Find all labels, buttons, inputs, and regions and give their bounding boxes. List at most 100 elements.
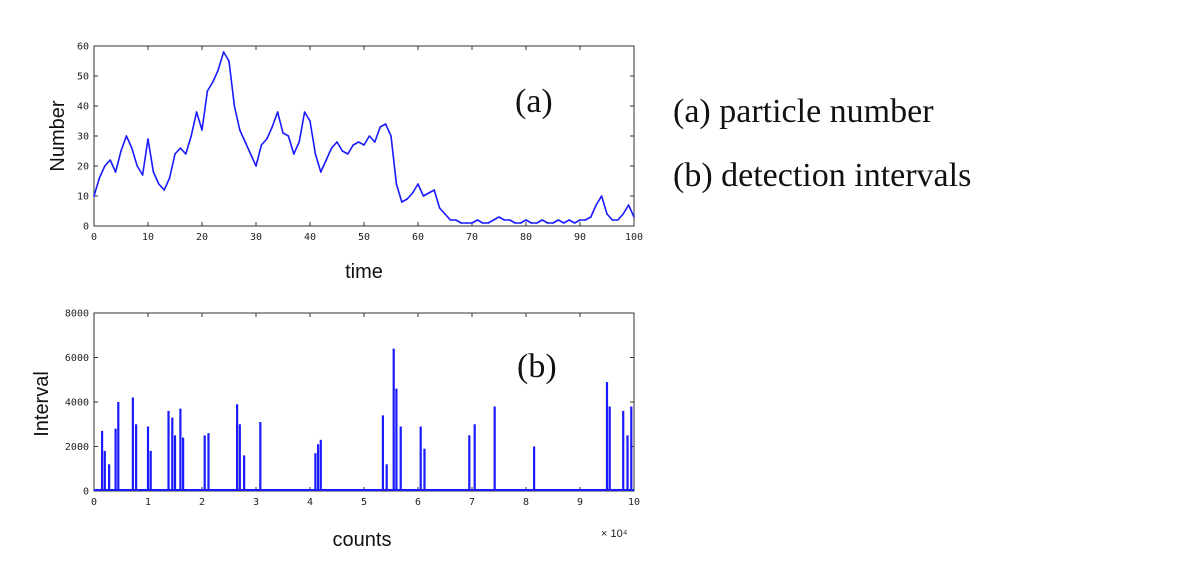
a-data-point — [498, 216, 500, 218]
a-data-point — [125, 135, 128, 137]
a-data-point — [239, 129, 241, 131]
a-data-point — [406, 198, 409, 200]
chart-a-plot-frame — [93, 45, 635, 227]
a-data-point — [168, 177, 171, 179]
a-data-point — [525, 219, 527, 221]
a-data-point — [379, 126, 382, 128]
b-x-tick-label: 9 — [577, 497, 583, 508]
chart-b-panel-label: (b) — [517, 348, 557, 385]
a-data-point — [233, 105, 236, 107]
a-data-point — [98, 177, 101, 179]
a-data-point — [390, 135, 392, 137]
a-data-point — [536, 222, 538, 224]
a-data-point — [222, 51, 225, 53]
chart-b-x-multiplier: × 10⁴ — [601, 528, 628, 540]
a-data-point — [303, 111, 306, 113]
b-y-tick-label: 4000 — [65, 398, 89, 409]
a-data-point — [249, 153, 252, 155]
a-data-point — [330, 147, 333, 149]
a-y-tick-label: 40 — [77, 102, 89, 113]
a-x-tick-label: 40 — [304, 232, 316, 243]
b-x-tick-label: 0 — [91, 497, 97, 508]
a-data-point — [460, 222, 463, 224]
a-x-tick-label: 10 — [142, 232, 154, 243]
a-x-tick-label: 60 — [412, 232, 424, 243]
a-data-point — [627, 204, 630, 206]
a-data-point — [320, 171, 322, 173]
a-data-point — [314, 153, 317, 155]
a-data-point — [352, 144, 355, 146]
a-y-tick-label: 10 — [77, 192, 89, 203]
a-x-tick-label: 20 — [196, 232, 208, 243]
chart-a-y-ticks: 0 10 20 30 40 50 60 — [77, 42, 634, 233]
a-data-point — [217, 69, 219, 71]
b-x-tick-label: 5 — [361, 497, 367, 508]
a-data-point — [417, 183, 419, 185]
a-data-point — [444, 213, 446, 215]
b-y-tick-label: 6000 — [65, 353, 89, 364]
a-data-point — [174, 153, 176, 155]
a-data-point — [212, 81, 214, 83]
a-y-tick-label: 0 — [83, 222, 89, 233]
a-data-point — [276, 111, 279, 113]
chart-a-panel-label: (a) — [515, 83, 553, 120]
a-data-point — [422, 195, 425, 197]
a-data-point — [136, 165, 138, 167]
a-data-point — [622, 213, 624, 215]
a-data-point — [455, 219, 457, 221]
a-data-point — [363, 144, 365, 146]
a-data-point — [206, 90, 209, 92]
legend-line-a: (a) particle number — [673, 93, 934, 130]
a-data-point — [568, 219, 570, 221]
a-data-point — [476, 219, 479, 221]
a-data-point — [228, 60, 230, 62]
a-data-point — [509, 219, 511, 221]
a-data-point — [255, 165, 257, 167]
a-data-point — [179, 147, 182, 149]
a-data-point — [519, 222, 522, 224]
a-data-point — [514, 222, 516, 224]
a-y-tick-label: 50 — [77, 72, 89, 83]
a-data-point — [541, 219, 543, 221]
a-x-tick-label: 70 — [466, 232, 478, 243]
a-x-tick-label: 0 — [91, 232, 97, 243]
a-data-point — [287, 135, 290, 137]
a-data-point — [147, 138, 149, 140]
a-x-tick-label: 100 — [625, 232, 643, 243]
a-data-point — [482, 222, 484, 224]
chart-panel-b: 0 1 2 3 4 5 6 7 8 9 10 0 2000 4000 6000 8000 (b) count… — [31, 309, 640, 552]
a-data-point — [195, 111, 198, 113]
a-x-tick-label: 90 — [574, 232, 586, 243]
chart-b-series — [94, 348, 634, 491]
a-data-point — [104, 165, 106, 167]
a-data-point — [428, 192, 430, 194]
a-data-point — [584, 219, 587, 221]
a-data-point — [341, 150, 344, 152]
b-x-tick-label: 3 — [253, 497, 259, 508]
a-data-point — [492, 219, 495, 221]
a-data-point — [293, 153, 295, 155]
a-data-point — [465, 222, 468, 224]
a-data-point — [557, 219, 560, 221]
a-data-point — [411, 192, 414, 194]
a-data-point — [563, 222, 565, 224]
a-data-point — [347, 153, 349, 155]
a-data-point — [152, 171, 155, 173]
a-data-point — [579, 219, 581, 221]
chart-a-x-axis-label: time — [345, 261, 383, 283]
b-x-tick-label: 1 — [145, 497, 151, 508]
a-data-point — [325, 159, 328, 161]
b-y-tick-label: 2000 — [65, 442, 89, 453]
legend-line-b: (b) detection intervals — [673, 157, 971, 194]
a-data-point — [374, 141, 376, 143]
a-data-point — [114, 171, 117, 173]
a-data-point — [260, 144, 263, 146]
a-data-point — [395, 183, 398, 185]
legend: (a) particle number (b) detection interv… — [673, 93, 971, 194]
a-y-tick-label: 60 — [77, 42, 89, 53]
a-data-point — [546, 222, 549, 224]
chart-b-x-axis-label: counts — [333, 529, 392, 551]
a-data-point — [190, 135, 192, 137]
a-data-point — [158, 183, 160, 185]
